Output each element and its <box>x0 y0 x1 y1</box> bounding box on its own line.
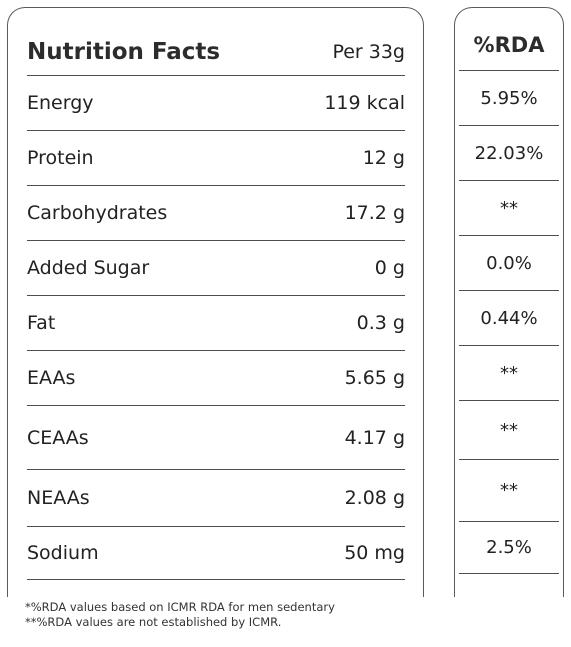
rda-row-protein: 22.03% <box>459 126 559 181</box>
nutrient-name: Added Sugar <box>27 257 150 279</box>
serving-size: Per 33g <box>332 40 405 63</box>
nutrition-facts-panel: Nutrition Facts Per 33g Energy 119 kcal … <box>7 7 424 597</box>
nutrient-row-fat: Fat 0.3 g <box>27 296 405 351</box>
nutrient-name: CEAAs <box>27 426 89 449</box>
rda-value: 5.95% <box>480 87 538 109</box>
nutrient-row-carbohydrates: Carbohydrates 17.2 g <box>27 186 405 241</box>
nutrient-row-sodium: Sodium 50 mg <box>27 527 405 580</box>
rda-title: %RDA <box>473 33 545 57</box>
nutrient-name: NEAAs <box>27 487 90 509</box>
rda-value: 0.44% <box>480 307 538 329</box>
rda-header-row: %RDA <box>459 20 559 71</box>
rda-value: 2.5% <box>486 537 532 558</box>
nutrition-header-row: Nutrition Facts Per 33g <box>27 28 405 76</box>
nutrient-row-ceaas: CEAAs 4.17 g <box>27 406 405 470</box>
nutrient-amount: 2.08 g <box>344 487 405 509</box>
nutrient-amount: 0 g <box>374 257 405 279</box>
rda-row-sodium: 2.5% <box>459 522 559 574</box>
footnote-rda-basis: *%RDA values based on ICMR RDA for men s… <box>25 600 335 614</box>
nutrition-facts-title: Nutrition Facts <box>27 38 221 65</box>
rda-value: ** <box>500 419 518 441</box>
nutrient-amount: 119 kcal <box>324 92 405 114</box>
rda-row-added-sugar: 0.0% <box>459 236 559 291</box>
nutrient-name: Sodium <box>27 542 99 564</box>
nutrient-amount: 0.3 g <box>356 312 405 334</box>
rda-value: ** <box>500 197 518 219</box>
rda-value: 22.03% <box>474 142 544 164</box>
nutrient-row-energy: Energy 119 kcal <box>27 76 405 131</box>
rda-row-energy: 5.95% <box>459 71 559 126</box>
nutrient-name: EAAs <box>27 367 76 389</box>
nutrient-amount: 50 mg <box>344 542 405 564</box>
rda-row-neaas: ** <box>459 460 559 522</box>
nutrient-amount: 4.17 g <box>344 426 405 449</box>
rda-panel: %RDA 5.95% 22.03% ** 0.0% 0.44% ** ** **… <box>454 7 564 597</box>
nutrient-amount: 12 g <box>362 147 405 169</box>
nutrient-row-added-sugar: Added Sugar 0 g <box>27 241 405 296</box>
nutrient-name: Protein <box>27 147 94 169</box>
nutrient-name: Energy <box>27 92 94 114</box>
nutrient-row-eaas: EAAs 5.65 g <box>27 351 405 406</box>
rda-value: ** <box>500 362 518 384</box>
nutrient-name: Fat <box>27 312 56 334</box>
rda-row-carbohydrates: ** <box>459 181 559 236</box>
rda-value: ** <box>500 480 518 501</box>
footnotes: *%RDA values based on ICMR RDA for men s… <box>25 600 335 630</box>
rda-row-eaas: ** <box>459 346 559 401</box>
rda-value: 0.0% <box>486 252 532 274</box>
rda-row-fat: 0.44% <box>459 291 559 346</box>
nutrient-row-protein: Protein 12 g <box>27 131 405 186</box>
footnote-rda-not-established: **%RDA values are not established by ICM… <box>25 615 282 629</box>
nutrient-row-neaas: NEAAs 2.08 g <box>27 470 405 527</box>
rda-row-ceaas: ** <box>459 401 559 460</box>
nutrient-amount: 17.2 g <box>344 202 405 224</box>
nutrient-name: Carbohydrates <box>27 202 168 224</box>
nutrient-amount: 5.65 g <box>344 367 405 389</box>
